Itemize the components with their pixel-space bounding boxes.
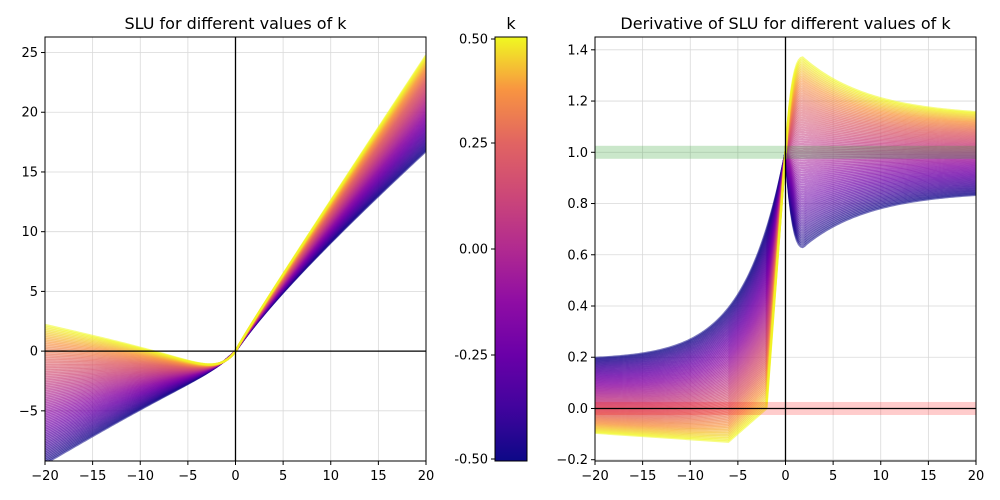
- slu-y-tick-label-3: 10: [21, 225, 38, 240]
- colorbar-tick-label-0: -0.50: [454, 453, 488, 468]
- colorbar-tick-label-1: -0.25: [454, 349, 488, 364]
- colorbar-tick-label-2: 0.00: [459, 243, 488, 258]
- slu-x-ticks: −20 −15 −10 −5 0 5 10 15 20: [31, 461, 434, 484]
- colorbar-tick-label-4: 0.50: [459, 33, 488, 48]
- derivative-x-ticks: −20 −15 −10 −5 0 5 10 15 20: [581, 461, 984, 484]
- derivative-y-tick-label-3: 0.4: [567, 300, 588, 315]
- derivative-y-tick-label-4: 0.6: [567, 248, 588, 263]
- derivative-x-tick-label-3: −5: [728, 469, 747, 484]
- derivative-x-tick-label-2: −10: [677, 469, 704, 484]
- derivative-x-tick-label-1: −15: [629, 469, 656, 484]
- colorbar-ticks: -0.50 -0.25 0.00 0.25 0.50: [454, 33, 495, 468]
- colorbar-gradient: [494, 36, 528, 462]
- derivative-y-tick-label-1: 0.0: [567, 402, 588, 417]
- slu-x-tick-label-7: 15: [370, 469, 387, 484]
- derivative-panel: Derivative of SLU for different values o…: [556, 14, 984, 484]
- derivative-y-tick-label-7: 1.2: [567, 95, 588, 110]
- slu-x-tick-label-5: 5: [279, 469, 287, 484]
- slu-y-tick-label-4: 15: [21, 165, 38, 180]
- derivative-y-tick-label-6: 1.0: [567, 146, 588, 161]
- slu-title: SLU for different values of k: [124, 14, 347, 33]
- slu-y-ticks: −5 0 5 10 15 20 25: [19, 46, 45, 419]
- slu-x-tick-label-1: −15: [79, 469, 106, 484]
- colorbar-tick-label-3: 0.25: [459, 137, 488, 152]
- derivative-y-tick-label-0: −0.2: [556, 453, 588, 468]
- derivative-reference-lines: [595, 37, 976, 461]
- slu-reference-lines: [45, 37, 426, 461]
- colorbar-title: k: [506, 14, 516, 33]
- slu-x-tick-label-3: −5: [178, 469, 197, 484]
- slu-x-tick-label-2: −10: [127, 469, 154, 484]
- slu-y-tick-label-5: 20: [21, 106, 38, 121]
- derivative-x-tick-label-8: 20: [968, 469, 985, 484]
- derivative-title: Derivative of SLU for different values o…: [620, 14, 951, 33]
- slu-y-tick-label-6: 25: [21, 46, 38, 61]
- slu-y-tick-label-2: 5: [30, 285, 38, 300]
- derivative-y-tick-label-8: 1.4: [567, 43, 588, 58]
- slu-x-tick-label-0: −20: [31, 469, 58, 484]
- derivative-y-tick-label-5: 0.8: [567, 197, 588, 212]
- slu-panel: SLU for different values of k −20 −15 −10−…: [19, 14, 434, 484]
- derivative-y-tick-label-2: 0.2: [567, 351, 588, 366]
- derivative-x-tick-label-4: 0: [781, 469, 789, 484]
- derivative-x-tick-label-0: −20: [581, 469, 608, 484]
- slu-x-tick-label-8: 20: [418, 469, 435, 484]
- slu-y-tick-label-1: 0: [30, 345, 38, 360]
- slu-y-tick-label-0: −5: [19, 404, 38, 419]
- colorbar: k -0.50 -0.25 0.00 0.25 0.50: [454, 14, 528, 468]
- derivative-x-tick-label-5: 5: [829, 469, 837, 484]
- slu-x-tick-label-4: 0: [231, 469, 239, 484]
- derivative-x-tick-label-7: 15: [920, 469, 937, 484]
- derivative-x-tick-label-6: 10: [872, 469, 889, 484]
- slu-x-tick-label-6: 10: [322, 469, 339, 484]
- derivative-y-ticks: −0.2 0.0 0.2 0.4 0.6 0.8 1.0 1.2 1.4: [556, 43, 595, 468]
